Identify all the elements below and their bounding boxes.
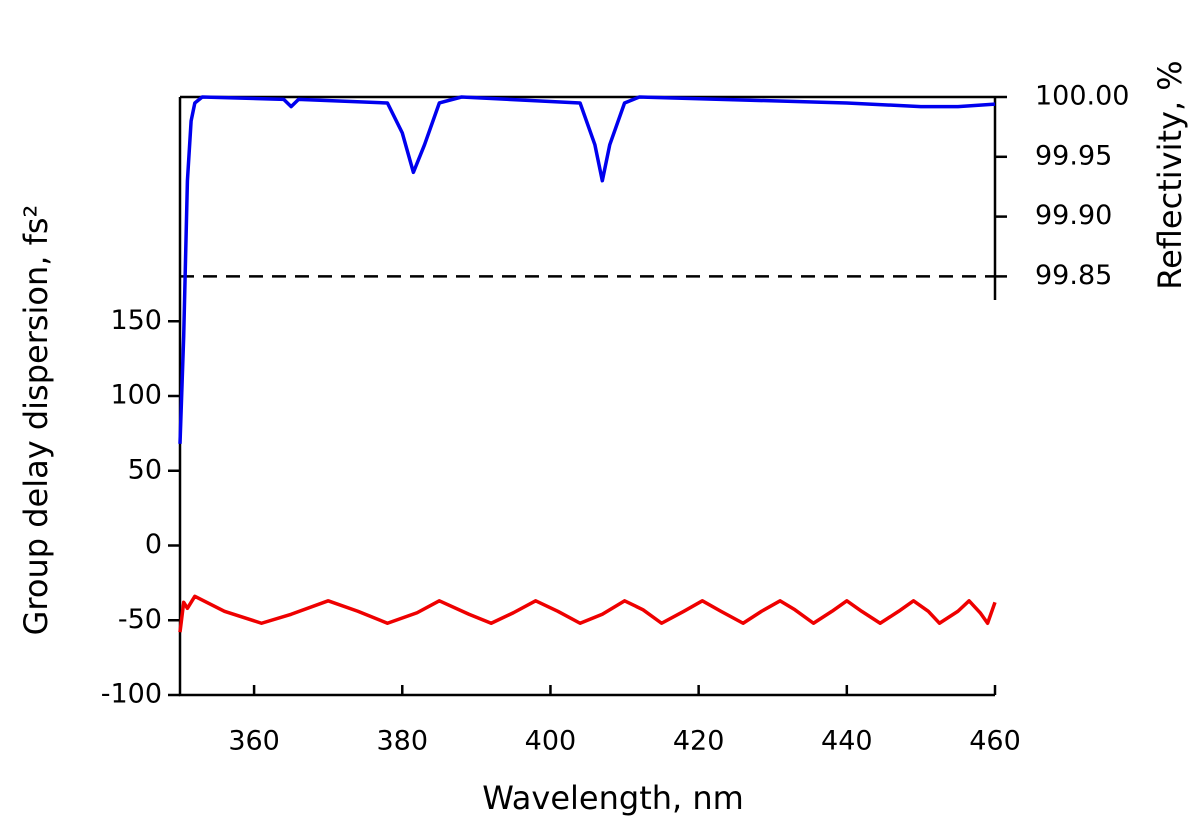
x-tick-label: 440 [821,726,873,757]
x-tick-label: 460 [969,726,1021,757]
axis-frame [178,95,997,697]
x-tick-label: 380 [376,726,428,757]
y2-axis-label: Reflectivity, % [1151,60,1189,289]
y2-tick-label: 99.85 [1035,260,1112,291]
y-tick-label: 150 [110,305,162,336]
y2-tick-label: 99.90 [1035,200,1112,231]
data-line [178,594,997,633]
y2-tick-label: 100.00 [1035,81,1129,112]
x-tick-label: 360 [228,726,280,757]
x-tick-label: 400 [525,726,577,757]
y-tick-label: 100 [110,380,162,411]
data-line [178,95,996,444]
y2-tick-label: 99.95 [1035,140,1112,171]
y-axis-label: Group delay dispersion, fs² [17,205,55,636]
y-tick-label: -50 [118,604,162,635]
x-tick-label: 420 [673,726,725,757]
x-axis-label: Wavelength, nm [482,779,744,817]
y-tick-label: -100 [101,679,162,710]
y-tick-label: 0 [145,529,162,560]
y-tick-label: 50 [128,454,162,485]
